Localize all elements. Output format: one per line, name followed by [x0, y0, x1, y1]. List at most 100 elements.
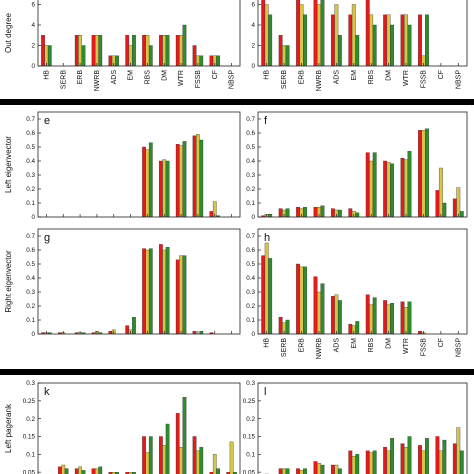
y-tick-label: 0.6	[246, 130, 255, 137]
y-tick-label: 0.15	[243, 434, 256, 441]
bar	[337, 468, 342, 474]
bar	[285, 208, 290, 217]
y-tick-label: 0	[31, 214, 35, 221]
x-tick-label: ERB	[299, 338, 306, 353]
x-tick-label: ERB	[77, 70, 84, 85]
y-tick-label: 0.5	[26, 261, 35, 268]
bar	[386, 14, 391, 66]
bar	[369, 14, 374, 66]
bar	[212, 201, 217, 217]
bar	[196, 134, 200, 217]
bars-group	[264, 427, 464, 474]
bar	[407, 24, 412, 66]
bar	[418, 130, 422, 217]
bars-group	[58, 397, 237, 474]
x-tick-label: DM	[161, 70, 168, 81]
bar	[199, 447, 204, 474]
x-tick-label: DM	[386, 70, 393, 81]
bar	[209, 332, 214, 334]
bar	[421, 130, 426, 217]
chart-panel: 0.05 0.1 0.15 0.2 0.25 0.3 l	[243, 380, 468, 474]
bar	[334, 464, 339, 474]
bar	[330, 14, 335, 66]
bar	[365, 0, 370, 66]
bar	[182, 24, 187, 66]
bar	[400, 158, 405, 217]
y-tick-label: 0.3	[246, 380, 255, 387]
bar	[175, 35, 180, 66]
bar	[425, 438, 429, 474]
bar	[369, 304, 374, 334]
y-tick-label: 0.2	[246, 303, 255, 310]
y-tick-label: 0.05	[23, 469, 36, 474]
y-tick-label: 0.6	[26, 247, 35, 254]
bars-group	[142, 134, 220, 217]
y-tick-label: 2	[251, 43, 255, 50]
bar	[142, 146, 146, 217]
bar	[192, 135, 197, 217]
bar	[383, 447, 388, 474]
y-tick-label: 0.5	[246, 144, 255, 151]
bar	[303, 468, 307, 474]
bar	[337, 300, 342, 334]
x-tick-label: CF	[438, 338, 445, 347]
bar	[125, 35, 130, 66]
bar	[400, 301, 405, 334]
panel-label: e	[44, 115, 50, 127]
y-tick-label: 0	[251, 331, 255, 338]
bar	[179, 35, 183, 66]
bar	[355, 212, 360, 217]
bar	[337, 35, 342, 66]
bar	[435, 190, 440, 217]
bar	[386, 304, 391, 334]
bar	[456, 427, 461, 474]
bar	[132, 471, 136, 474]
bar	[108, 471, 113, 474]
chart-panel: 0 0.1 0.2 0.3 0.4 0.5 0.6 0.7 HB SERB ERB NWRB ADS EM…	[246, 228, 468, 359]
y-tick-label: 0.4	[246, 275, 255, 282]
plot-frame	[37, 111, 241, 218]
bar	[278, 35, 283, 66]
x-tick-label: NWRB	[94, 70, 101, 92]
bar	[355, 454, 360, 474]
bar	[132, 317, 136, 334]
x-tick-label: FSSB	[420, 70, 427, 89]
bar	[212, 454, 217, 474]
bar	[438, 450, 443, 474]
chart-panel: 0 2 4 6 HB SERB ERB NWRB ADS EM RBS DM WTR FSSB CF NBSP…	[4, 0, 241, 92]
bar	[58, 466, 62, 474]
bar	[192, 45, 197, 66]
bar	[303, 14, 307, 66]
y-tick-label: 2	[31, 43, 35, 50]
bar	[425, 128, 429, 217]
bar	[313, 207, 318, 217]
bar	[261, 0, 266, 66]
bar	[442, 439, 447, 474]
bar	[330, 464, 335, 474]
bar	[175, 259, 180, 334]
bar	[383, 160, 388, 217]
bar	[98, 332, 103, 334]
bar	[383, 14, 388, 66]
bar	[320, 205, 325, 217]
y-axis-label: Left pagerank	[4, 403, 13, 453]
bar	[216, 215, 220, 217]
x-tick-label: WTR	[178, 70, 185, 86]
x-tick-label: CF	[438, 70, 445, 79]
bars-group	[261, 0, 429, 66]
bar	[407, 301, 412, 334]
y-tick-label: 0.3	[26, 289, 35, 296]
bar	[41, 35, 45, 66]
bar	[209, 471, 214, 474]
y-tick-label: 0.25	[243, 398, 256, 405]
bar	[165, 35, 170, 66]
y-tick-label: 4	[251, 22, 255, 29]
bar	[442, 202, 447, 217]
bar	[226, 471, 231, 474]
bar	[282, 45, 287, 66]
y-tick-label: 0.7	[26, 233, 35, 240]
bar	[452, 443, 457, 474]
bar	[108, 331, 113, 334]
y-tick-label: 0.2	[246, 416, 255, 423]
